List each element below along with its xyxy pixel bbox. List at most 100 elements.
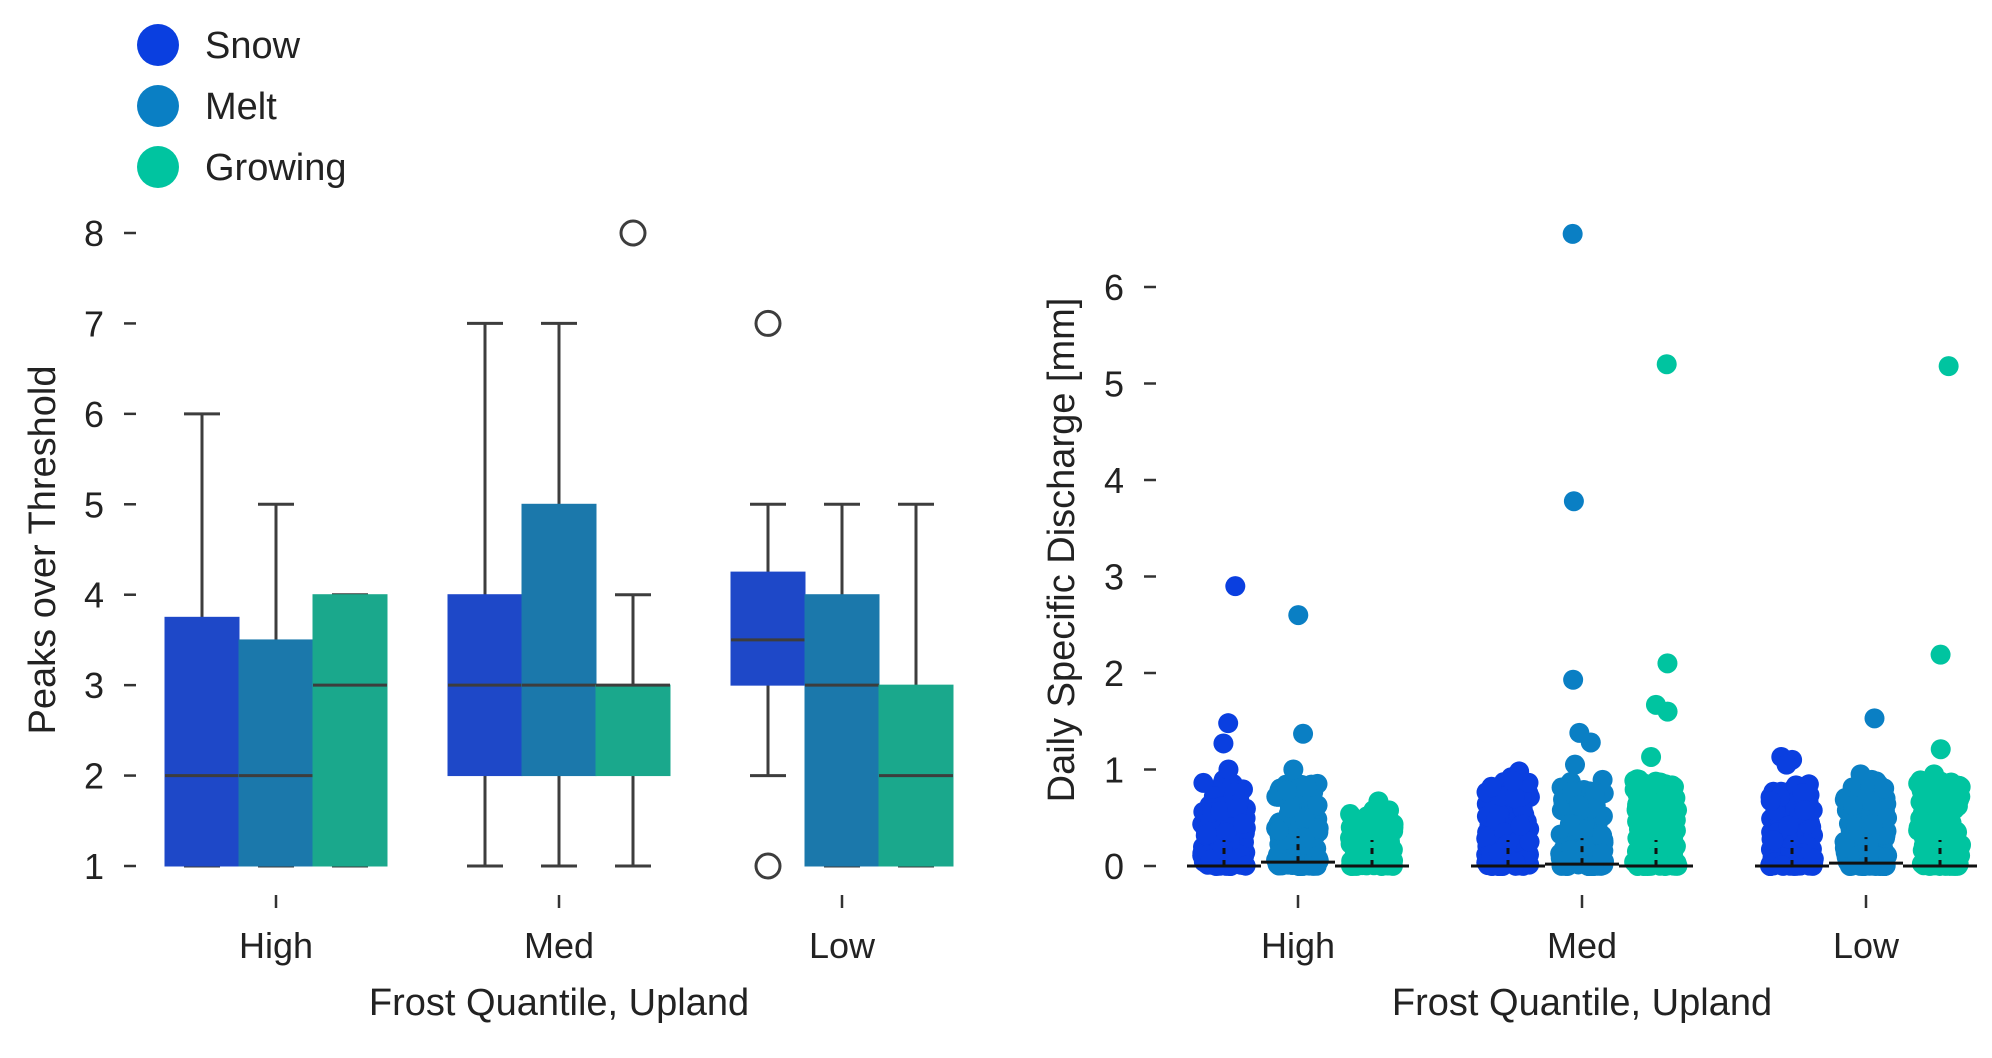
data-point: [1645, 797, 1666, 818]
data-point: [1874, 778, 1895, 799]
y-tick-label: 8: [84, 213, 104, 254]
box-snow-med: [447, 321, 523, 868]
x-tick-label-low: Low: [809, 925, 876, 966]
x-tick-label-high: High: [239, 925, 313, 966]
strip-growing-med: [1619, 354, 1693, 876]
data-point: [1342, 827, 1363, 848]
strip-melt-med: [1545, 223, 1619, 876]
data-point: [1232, 813, 1253, 834]
y-axis-label: Daily Specific Discharge [mm]: [1041, 298, 1083, 803]
y-tick-label: 6: [84, 394, 104, 435]
data-point: [1930, 644, 1951, 665]
data-point: [1908, 773, 1929, 794]
data-point: [1373, 800, 1394, 821]
legend: Snow Melt Growing: [137, 24, 347, 189]
data-point: [1635, 773, 1656, 794]
outlier-point: [754, 309, 782, 337]
data-point: [1842, 795, 1863, 816]
legend-marker-snow: [137, 24, 179, 66]
box-snow-low: [730, 309, 806, 880]
data-point: [1627, 795, 1648, 816]
data-point: [1930, 739, 1951, 760]
data-point: [1627, 811, 1648, 832]
data-point: [1218, 713, 1239, 734]
data-point: [1277, 780, 1298, 801]
data-point: [1641, 746, 1662, 767]
data-point: [1519, 831, 1540, 852]
data-point: [1210, 801, 1231, 822]
data-point: [1294, 828, 1315, 849]
data-point: [1565, 754, 1586, 775]
legend-label-snow: Snow: [205, 25, 301, 67]
strip-growing-low: [1903, 356, 1977, 876]
strip-growing-high: [1335, 791, 1409, 876]
y-tick-label: 1: [84, 846, 104, 887]
data-point: [1307, 795, 1328, 816]
x-axis-label: Frost Quantile, Upland: [369, 982, 749, 1024]
data-point: [1197, 824, 1218, 845]
box-body: [521, 503, 597, 777]
data-point: [1938, 356, 1959, 377]
data-point: [1569, 795, 1590, 816]
y-tick-label: 6: [1104, 267, 1124, 308]
box-plot-panel: 1 2 3 4 5 6 7 8 High Med Low Frost Quantile, Upland…: [22, 213, 954, 1024]
data-point: [1859, 790, 1880, 811]
data-point: [1862, 814, 1883, 835]
strip-plot-panel: 0 1 2 3 4 5 6 High Med Low Frost Quantile, Upland D…: [1041, 223, 1977, 1024]
data-point: [1760, 791, 1781, 812]
y-tick-label: 2: [1104, 653, 1124, 694]
data-point: [1657, 653, 1678, 674]
y-tick-label: 5: [1104, 364, 1124, 405]
data-point: [1293, 723, 1314, 744]
data-point: [1225, 576, 1246, 597]
data-point: [1488, 842, 1509, 863]
strip-snow-med: [1471, 761, 1545, 876]
data-point: [1776, 754, 1797, 775]
strip-melt-high: [1261, 605, 1335, 876]
box-melt-med: [521, 321, 597, 868]
y-tick-label: 4: [84, 575, 104, 616]
data-point: [1227, 798, 1248, 819]
data-point: [1563, 669, 1584, 690]
data-point: [1510, 815, 1531, 836]
legend-marker-growing: [137, 146, 179, 188]
data-point: [1563, 491, 1584, 512]
legend-label-melt: Melt: [205, 86, 277, 128]
legend-marker-melt: [137, 85, 179, 127]
data-point: [1504, 788, 1525, 809]
data-point: [1649, 839, 1670, 860]
data-point: [1283, 759, 1304, 780]
x-tick-label-med: Med: [1547, 925, 1617, 966]
box-melt-low: [804, 502, 880, 868]
data-point: [1213, 733, 1234, 754]
box-growing-high: [312, 593, 388, 868]
y-tick-label: 5: [84, 484, 104, 525]
data-point: [1763, 830, 1784, 851]
data-point: [1591, 843, 1612, 864]
data-point: [1850, 764, 1871, 785]
data-point: [1296, 777, 1317, 798]
data-point: [1794, 800, 1815, 821]
data-point: [1562, 223, 1583, 244]
legend-label-growing: Growing: [205, 147, 347, 189]
data-point: [1477, 826, 1498, 847]
data-point: [1288, 605, 1309, 626]
data-point: [1792, 783, 1813, 804]
data-point: [1567, 842, 1588, 863]
y-tick-label: 4: [1104, 460, 1124, 501]
data-point: [1924, 764, 1945, 785]
y-tick-label: 7: [84, 303, 104, 344]
y-tick-label: 0: [1104, 846, 1124, 887]
data-point: [1950, 837, 1971, 858]
data-point: [1946, 821, 1967, 842]
data-point: [1502, 771, 1523, 792]
strip-snow-high: [1187, 576, 1261, 876]
data-point: [1803, 848, 1824, 869]
data-point: [1481, 777, 1502, 798]
y-tick-label: 3: [84, 665, 104, 706]
box-growing-low: [878, 502, 954, 868]
x-tick-label-high: High: [1261, 925, 1335, 966]
data-point: [1279, 797, 1300, 818]
data-point: [1218, 759, 1239, 780]
